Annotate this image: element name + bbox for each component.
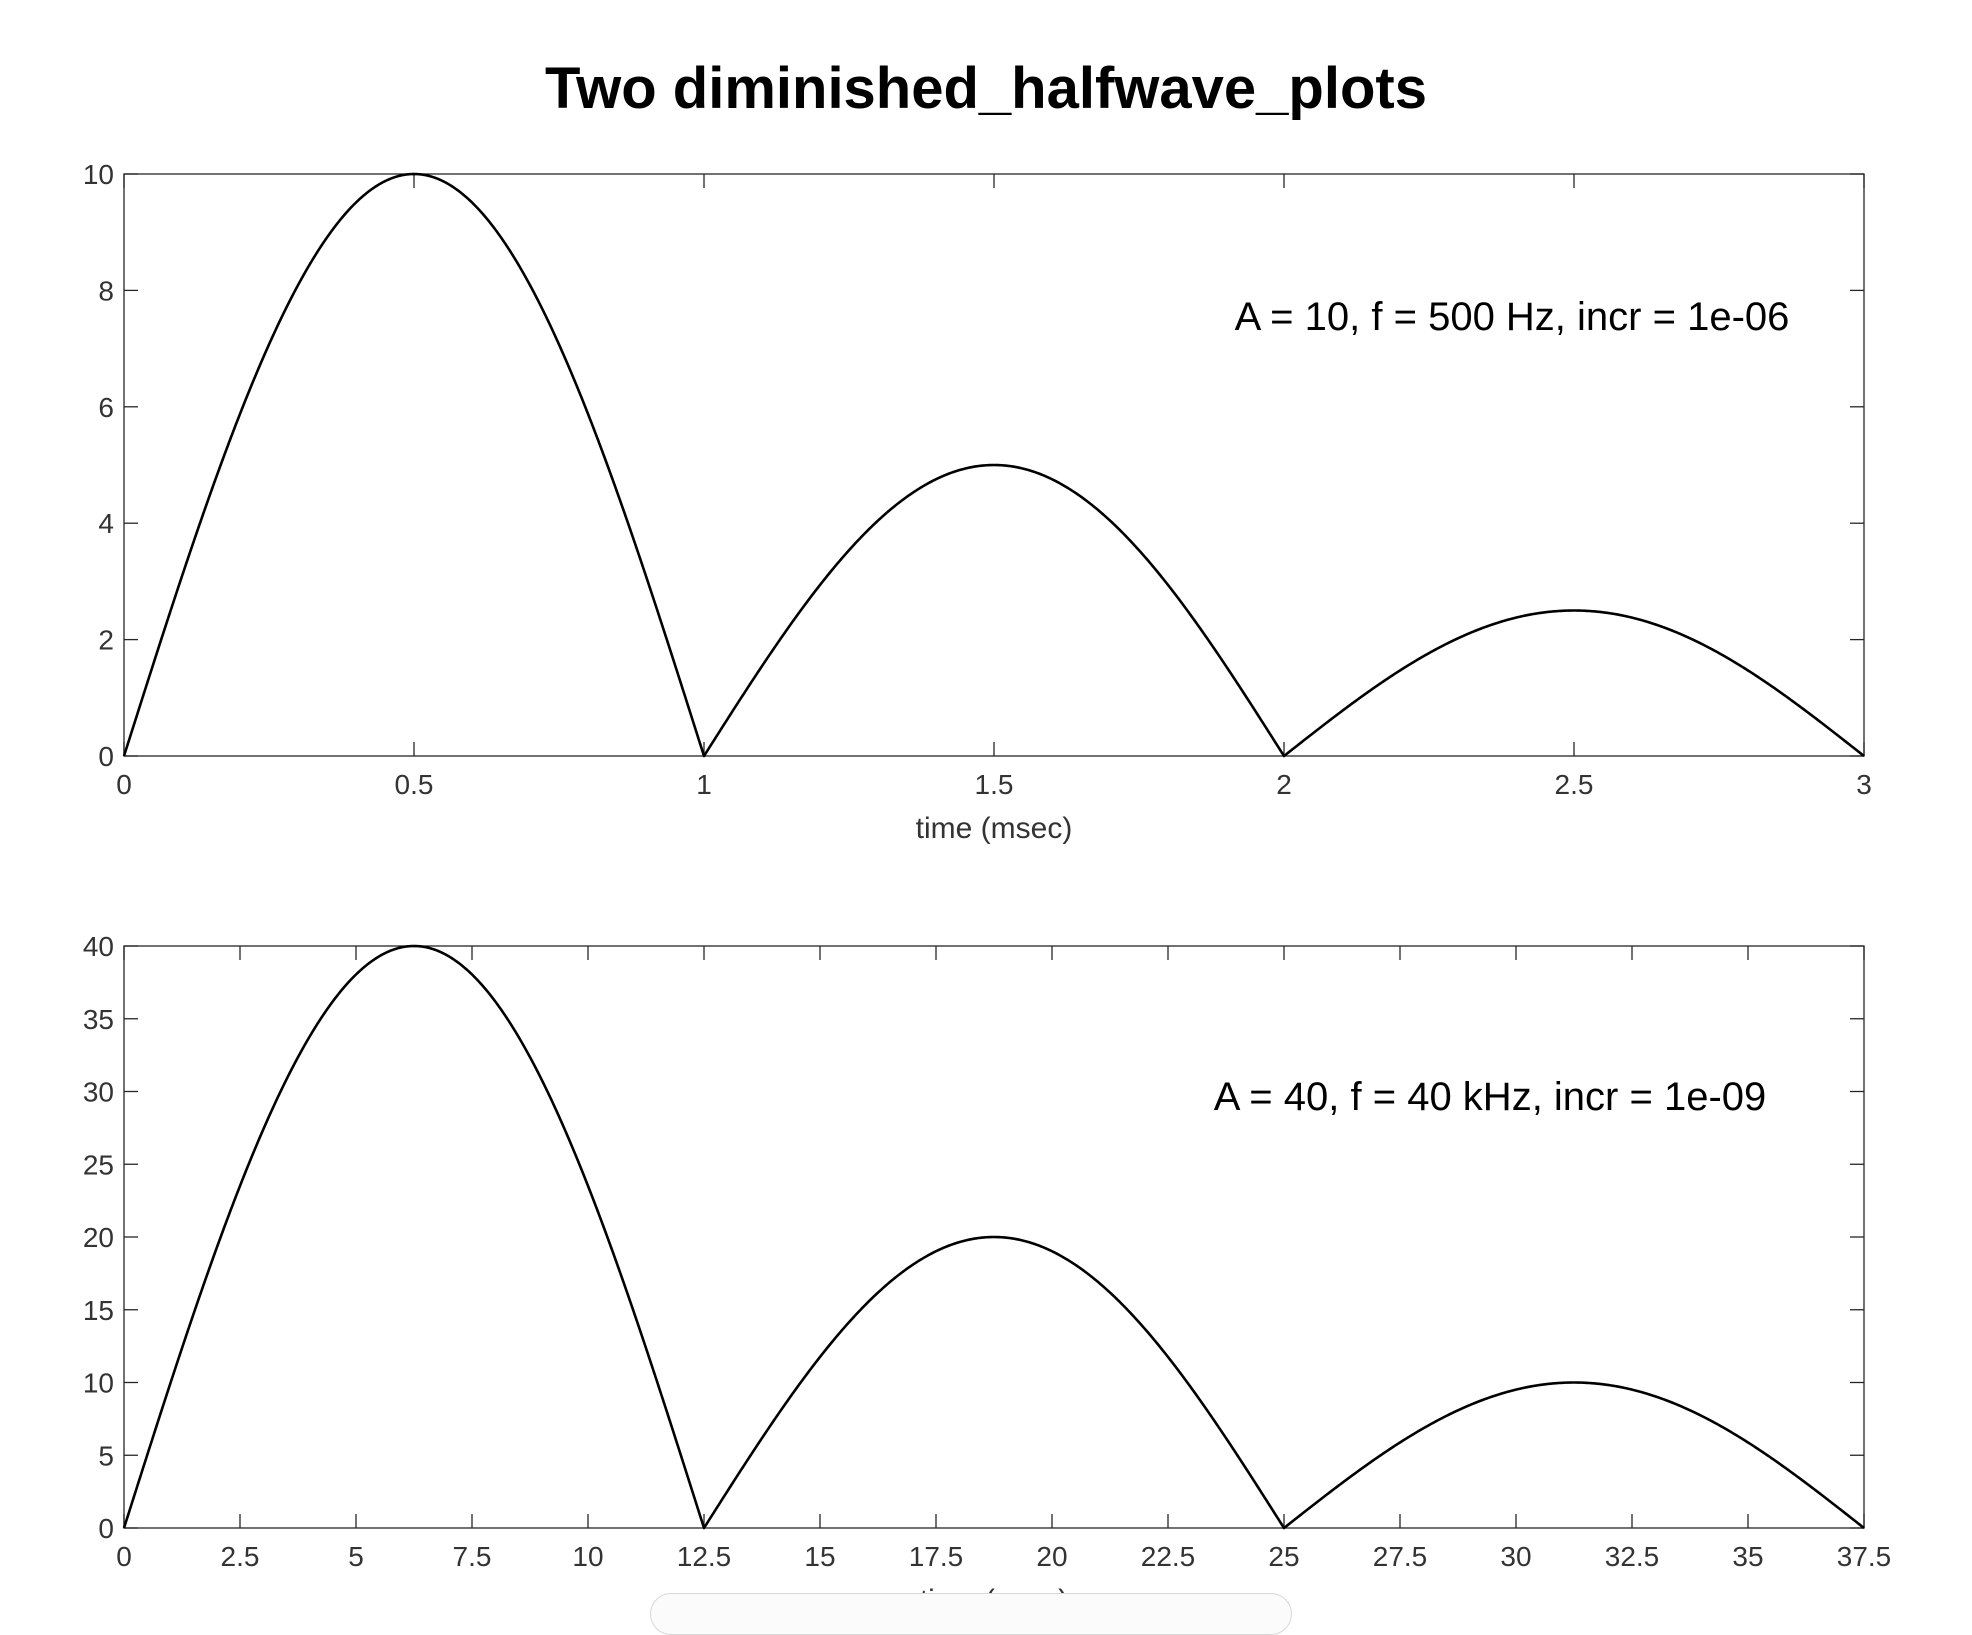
x-tick-label: 35 <box>1732 1541 1763 1572</box>
y-tick-label: 0 <box>98 741 114 772</box>
x-tick-label: 37.5 <box>1837 1541 1892 1572</box>
y-tick-label: 10 <box>83 159 114 190</box>
y-tick-label: 35 <box>83 1004 114 1035</box>
x-tick-label: 22.5 <box>1141 1541 1196 1572</box>
halfwave-series-line <box>122 944 1865 1530</box>
bottom-plot: 0 2.5 5 7.5 10 12.5 15 17.5 20 22.5 25 27.5 30 32.5 35… <box>83 931 1891 1608</box>
top-plot: 0 0.5 1 1.5 2 2.5 3 0 2 4 6 8 10 time (msec) A = 10, f… <box>83 159 1872 845</box>
x-tick-label: 2.5 <box>1555 769 1594 800</box>
x-tick-label: 32.5 <box>1605 1541 1660 1572</box>
parameter-annotation: A = 40, f = 40 kHz, incr = 1e-09 <box>1214 1075 1767 1119</box>
y-tick-label: 0 <box>98 1513 114 1544</box>
y-tick-label: 20 <box>83 1222 114 1253</box>
x-tick-label: 7.5 <box>453 1541 492 1572</box>
x-tick-label: 3 <box>1856 769 1872 800</box>
y-tick-label: 40 <box>83 931 114 962</box>
figure-title: Two diminished_halfwave_plots <box>545 56 1427 121</box>
y-tick-label: 2 <box>98 625 114 656</box>
y-tick-label: 15 <box>83 1295 114 1326</box>
x-tick-label: 2 <box>1276 769 1292 800</box>
y-tick-label: 30 <box>83 1077 114 1108</box>
x-tick-label: 30 <box>1500 1541 1531 1572</box>
x-tick-label: 1 <box>696 769 712 800</box>
x-tick-label: 1.5 <box>975 769 1014 800</box>
y-tick-label: 8 <box>98 275 114 306</box>
x-tick-label: 15 <box>804 1541 835 1572</box>
parameter-annotation: A = 10, f = 500 Hz, incr = 1e-06 <box>1235 295 1790 339</box>
x-tick-label: 0.5 <box>395 769 434 800</box>
x-tick-label: 10 <box>572 1541 603 1572</box>
x-tick-label: 12.5 <box>677 1541 732 1572</box>
x-tick-label: 0 <box>116 1541 132 1572</box>
y-tick-label: 4 <box>98 508 114 539</box>
halfwave-series-line <box>122 172 1865 758</box>
x-tick-label: 25 <box>1268 1541 1299 1572</box>
y-tick-label: 6 <box>98 392 114 423</box>
x-tick-label: 2.5 <box>221 1541 260 1572</box>
x-tick-label: 17.5 <box>909 1541 964 1572</box>
y-tick-label: 10 <box>83 1368 114 1399</box>
x-tick-label: 5 <box>348 1541 364 1572</box>
x-tick-label: 20 <box>1036 1541 1067 1572</box>
y-tick-label: 5 <box>98 1440 114 1471</box>
x-tick-label: 27.5 <box>1373 1541 1428 1572</box>
x-axis-label: time (msec) <box>916 812 1073 845</box>
bottom-scroll-pill <box>650 1593 1292 1635</box>
y-tick-label: 25 <box>83 1149 114 1180</box>
x-tick-label: 0 <box>116 769 132 800</box>
